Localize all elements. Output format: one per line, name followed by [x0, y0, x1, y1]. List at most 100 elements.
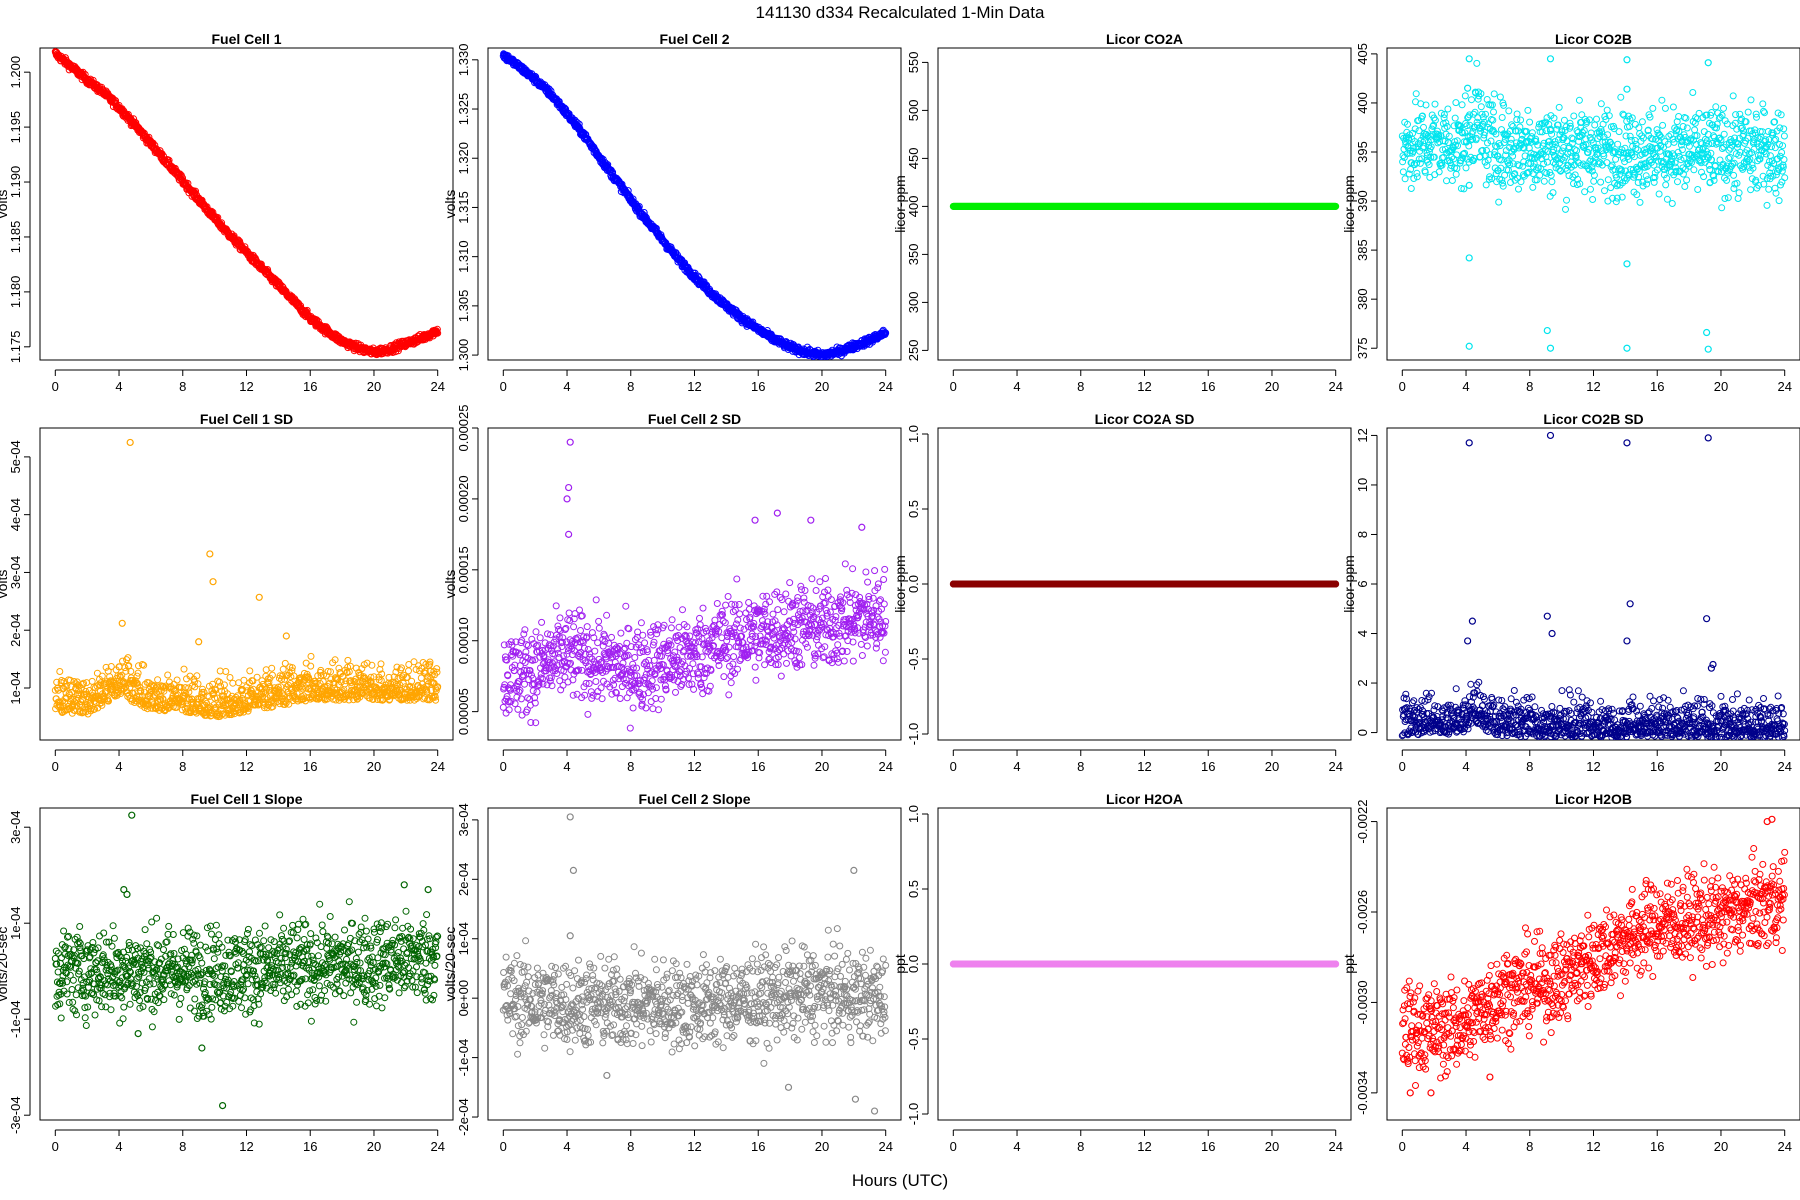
data-point: [1546, 344, 1555, 352]
data-point: [1682, 114, 1690, 122]
data-point: [1653, 166, 1661, 174]
data-point: [1399, 152, 1407, 160]
data-point: [1631, 137, 1639, 144]
data-point: [1697, 159, 1705, 167]
data-point: [1443, 123, 1451, 130]
data-point: [1615, 151, 1623, 158]
data-point: [1498, 114, 1506, 121]
data-point: [1587, 185, 1594, 193]
data-point: [1489, 116, 1497, 124]
data-point: [1499, 179, 1506, 187]
data-point: [433, 328, 441, 336]
data-point: [1765, 136, 1773, 144]
data-point: [1729, 92, 1737, 100]
data-point: [1541, 119, 1549, 127]
data-point: [1643, 163, 1651, 170]
data-point: [1555, 103, 1563, 111]
x-tick-label: 4: [1462, 379, 1469, 394]
data-point: [1431, 171, 1439, 179]
data-point: [1551, 138, 1559, 146]
data-point: [1548, 130, 1556, 138]
data-point: [1634, 179, 1642, 186]
data-point: [1413, 169, 1421, 177]
y-tick-label: 1.310: [456, 240, 471, 273]
data-point: [1505, 156, 1513, 164]
data-point: [1570, 112, 1578, 120]
x-tick-label: 24: [430, 759, 444, 774]
data-point: [1421, 168, 1429, 176]
x-tick-label: 20: [367, 759, 381, 774]
data-point: [1420, 123, 1427, 131]
data-point: [1534, 141, 1542, 149]
data-point: [1768, 143, 1775, 151]
data-point: [1429, 122, 1437, 130]
data-point: [1505, 107, 1513, 115]
data-point: [1601, 187, 1608, 195]
y-tick-label: 1.315: [456, 191, 471, 224]
data-point: [1673, 118, 1681, 126]
data-point: [1736, 148, 1744, 156]
data-point: [1488, 175, 1496, 183]
data-point: [1442, 119, 1450, 127]
data-point: [1663, 195, 1671, 203]
y-tick-label: 385: [1355, 239, 1370, 261]
data-point: [1517, 178, 1525, 186]
data-point: [1705, 140, 1713, 148]
data-point: [1482, 110, 1489, 118]
data-point: [1613, 182, 1621, 190]
x-tick-label: 4: [563, 379, 570, 394]
y-axis-label: volts: [442, 190, 458, 219]
data-point: [1504, 159, 1512, 167]
data-point: [1760, 107, 1767, 115]
data-point: [1596, 133, 1604, 140]
data-point: [1422, 101, 1430, 109]
data-point: [1642, 148, 1650, 156]
data-point: [1732, 111, 1740, 119]
series: [1398, 55, 1789, 353]
data-point: [1563, 196, 1570, 204]
data-point: [1529, 183, 1537, 191]
data-point: [1713, 124, 1720, 132]
data-point: [1718, 111, 1726, 119]
data-point: [1684, 160, 1692, 167]
data-point: [79, 68, 87, 76]
data-point: [1671, 159, 1679, 167]
data-point: [1617, 93, 1625, 101]
data-point: [1697, 139, 1705, 147]
data-point: [1780, 125, 1788, 133]
data-point: [1454, 142, 1462, 150]
data-point: [1725, 154, 1733, 162]
data-point: [1496, 93, 1504, 101]
data-point: [573, 119, 581, 126]
data-point: [1600, 133, 1608, 141]
data-point: [1729, 122, 1737, 130]
plot-frame: [1386, 47, 1800, 361]
data-point: [1544, 138, 1552, 146]
data-point: [1480, 118, 1488, 126]
data-point: [1622, 132, 1630, 140]
data-point: [1618, 193, 1626, 201]
data-point: [1453, 137, 1461, 145]
data-point: [63, 682, 71, 690]
data-point: [1435, 168, 1443, 176]
data-point: [1401, 175, 1409, 183]
data-point: [1546, 126, 1555, 135]
data-point: [1596, 159, 1604, 167]
data-point: [1694, 186, 1702, 193]
data-point: [1634, 146, 1642, 154]
data-point: [1724, 194, 1732, 202]
y-tick-label: 375: [1355, 337, 1370, 359]
data-point: [1536, 128, 1544, 136]
data-point: [1643, 180, 1651, 188]
data-point: [1709, 171, 1717, 179]
y-axis-label: volts: [0, 570, 10, 599]
data-point: [1543, 326, 1551, 335]
data-point: [1769, 172, 1777, 180]
data-point: [1464, 84, 1472, 92]
y-tick-label: 250: [906, 340, 921, 362]
data-point: [1461, 92, 1469, 100]
data-point: [1453, 151, 1461, 159]
data-point: [1472, 134, 1480, 142]
data-point: [1636, 151, 1644, 159]
data-point: [1399, 168, 1407, 176]
